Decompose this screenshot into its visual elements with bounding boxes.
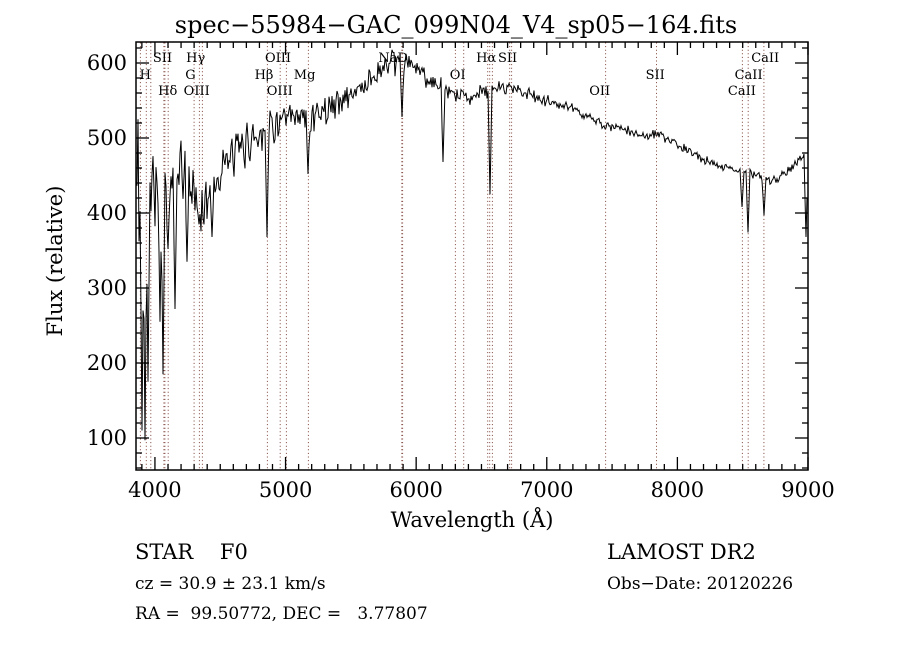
plot-frame <box>135 41 809 471</box>
spectral-line-label: Hβ <box>255 68 274 83</box>
spectral-line-label: OIII <box>267 84 293 99</box>
y-tick-label: 300 <box>87 276 127 300</box>
spectral-line-label: Hγ <box>186 51 205 66</box>
y-tick-label: 100 <box>87 426 127 450</box>
spectral-line-label: OIII <box>184 84 210 99</box>
y-tick-label: 600 <box>87 51 127 75</box>
x-axis-label: Wavelength (Å) <box>391 507 554 532</box>
x-tick-label: 6000 <box>389 478 442 502</box>
spectrum-trace <box>136 49 808 441</box>
x-tick-label: 4000 <box>128 478 181 502</box>
x-tick-label: 7000 <box>520 478 573 502</box>
x-tick-label: 5000 <box>259 478 312 502</box>
spectral-line-label: OII <box>589 84 610 99</box>
y-tick-label: 400 <box>87 201 127 225</box>
spectral-line-label: NaD <box>378 51 408 66</box>
spectral-line-label: SII <box>153 51 172 66</box>
spectral-line-label: OIII <box>265 51 291 66</box>
x-tick-label: 8000 <box>651 478 704 502</box>
axis-tick-labels: 4000 5000 6000 7000 8000 9000 100 200 300 400 500 6… <box>87 51 835 502</box>
x-tick-label: 9000 <box>781 478 834 502</box>
y-tick-label: 200 <box>87 351 127 375</box>
y-tick-label: 500 <box>87 126 127 150</box>
spectral-line-label: Hδ <box>158 84 177 99</box>
spectral-line-label: CaII <box>728 84 756 99</box>
spectral-line-label: H <box>140 68 151 83</box>
spectral-line-label: G <box>185 68 195 83</box>
y-axis-label: Flux (relative) <box>43 186 67 337</box>
axis-ticks <box>136 42 809 470</box>
spectral-line-label: Mg <box>294 68 316 83</box>
spectral-line-label: OI <box>450 68 466 83</box>
radec-text: RA = 99.50772, DEC = 3.77807 <box>135 604 428 624</box>
spectral-line-label: Hα <box>476 51 496 66</box>
spectral-line-label: SII <box>498 51 517 66</box>
spectral-line-markers <box>139 42 765 470</box>
obsdate-text: Obs−Date: 20120226 <box>607 574 793 594</box>
spectral-line-label: CaII <box>735 68 763 83</box>
page-title: spec−55984−GAC_099N04_V4_sp05−164.fits <box>175 11 737 39</box>
spectral-line-label: SII <box>646 68 665 83</box>
spectral-line-label: CaII <box>751 51 779 66</box>
survey-text: LAMOST DR2 <box>607 540 756 564</box>
classification-text: STAR F0 <box>135 540 248 564</box>
velocity-text: cz = 30.9 ± 23.1 km/s <box>135 574 326 594</box>
